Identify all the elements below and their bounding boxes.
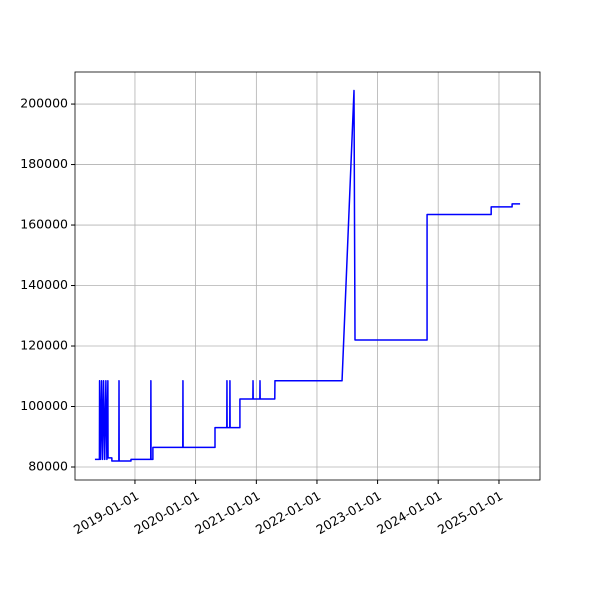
x-tick-label: 2020-01-01 [131,488,201,537]
y-tick-label: 160000 [20,217,68,232]
x-tick-label: 2024-01-01 [374,488,444,537]
x-tick-label: 2021-01-01 [192,488,262,537]
x-tick-label: 2022-01-01 [253,488,323,537]
x-tick-label: 2019-01-01 [71,488,141,537]
y-tick-label: 180000 [20,156,68,171]
y-tick-label: 140000 [20,277,68,292]
y-tick-label: 80000 [28,458,68,473]
x-tick-label: 2023-01-01 [313,488,383,537]
y-tick-label: 100000 [20,398,68,413]
x-tick-label: 2025-01-01 [435,488,505,537]
plot-frame [74,71,541,481]
data-line [94,89,521,462]
y-tick-label: 120000 [20,338,68,353]
y-tick-label: 200000 [20,96,68,111]
